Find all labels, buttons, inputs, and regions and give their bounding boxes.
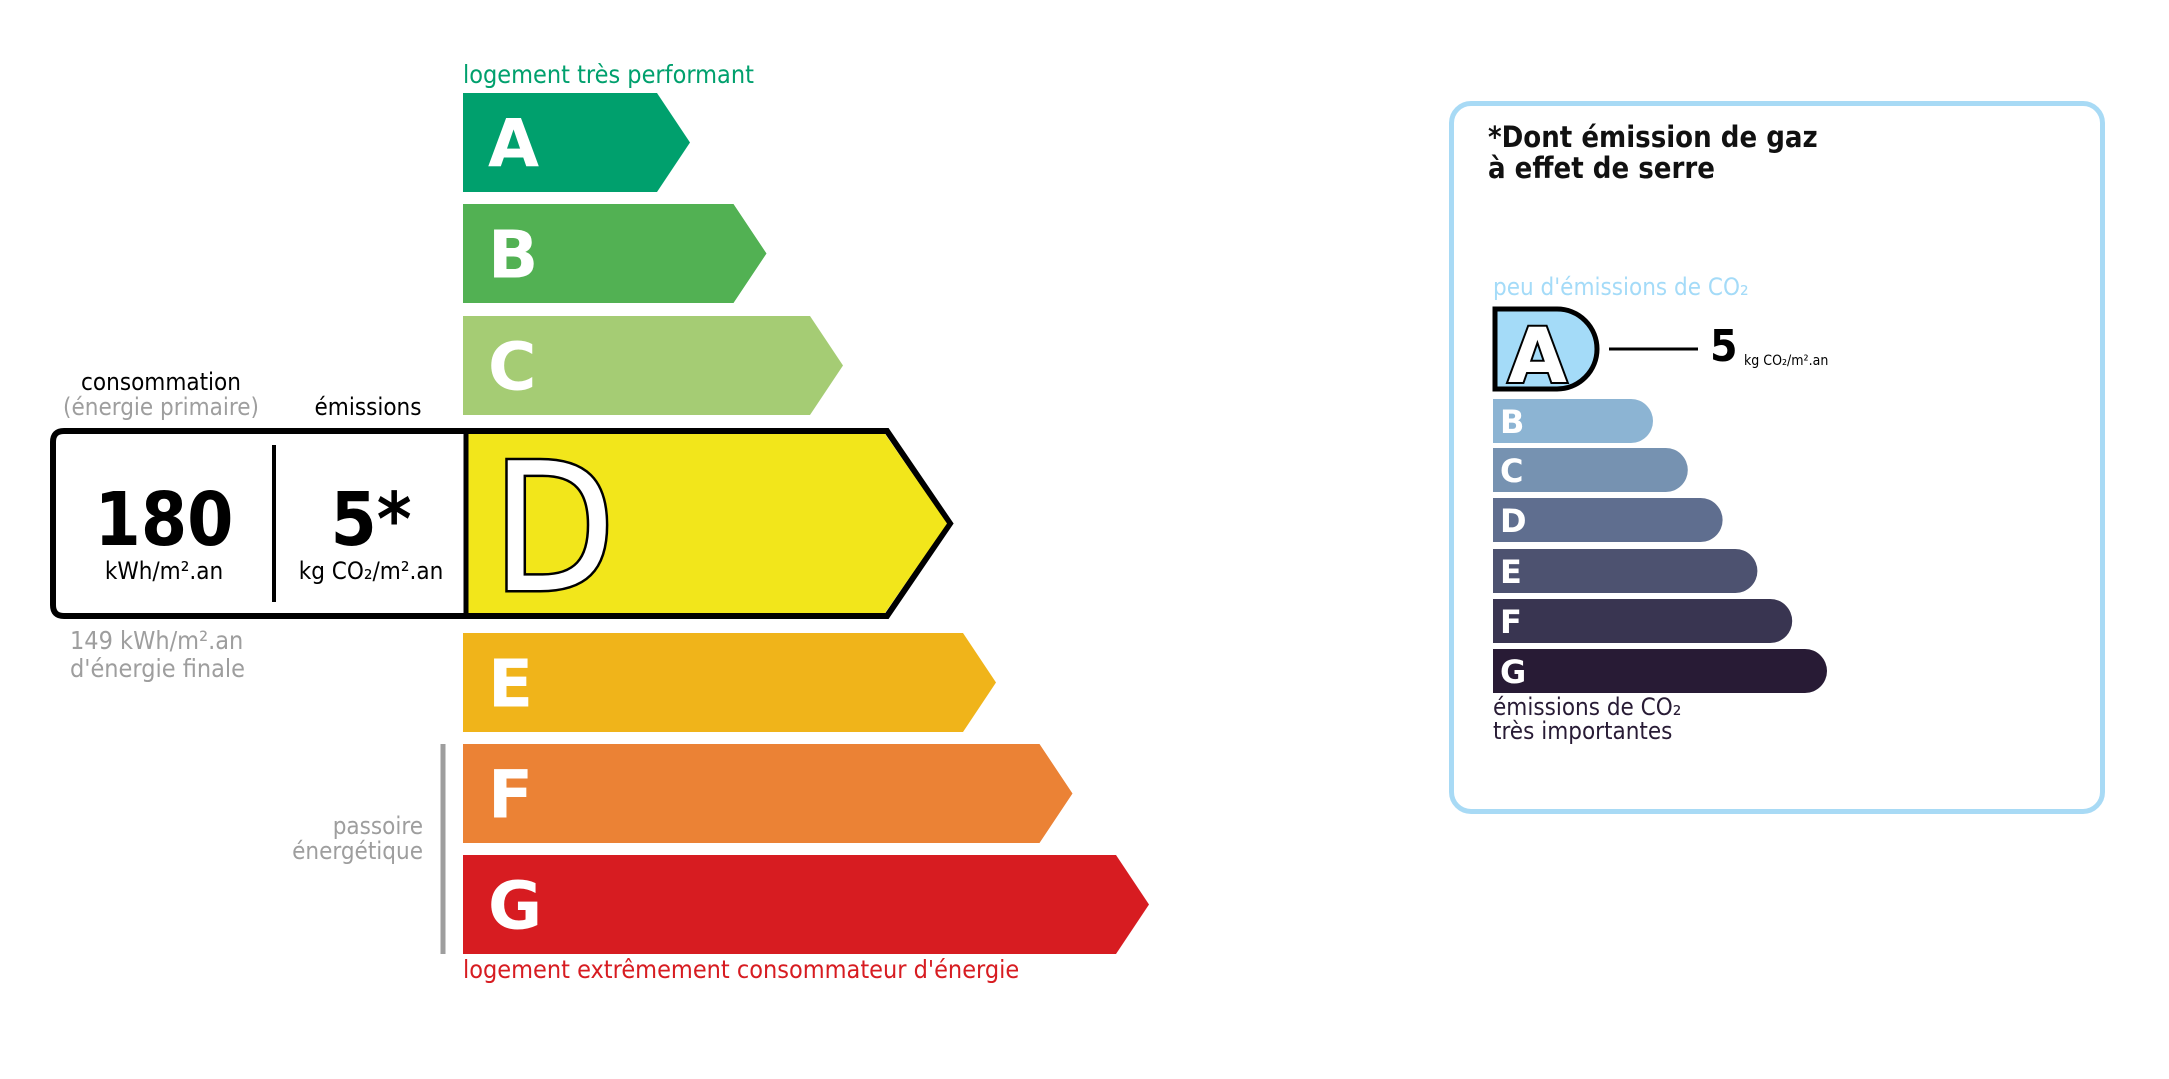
energy-class-letter-e: E bbox=[488, 646, 533, 723]
final-energy-label: d'énergie finale bbox=[70, 654, 246, 683]
energy-class-bar-c bbox=[463, 316, 843, 415]
ges-bottom-caption: émissions de CO₂ très importantes bbox=[1493, 695, 1681, 743]
ges-panel bbox=[1449, 101, 2105, 814]
emissions-unit: kg CO₂/m².an bbox=[298, 557, 444, 585]
energy-class-bar-d bbox=[466, 434, 947, 613]
ges-class-bar-e bbox=[1493, 549, 1758, 593]
ges-class-letter-b: B bbox=[1500, 403, 1524, 441]
ges-class-letter-e: E bbox=[1500, 553, 1522, 591]
ges-value: 5 bbox=[1710, 321, 1738, 372]
ges-class-bar-g bbox=[1493, 649, 1827, 693]
energy-class-bar-e bbox=[463, 633, 996, 732]
energy-class-bar-g bbox=[463, 855, 1149, 954]
energy-class-letter-d: D bbox=[492, 425, 615, 632]
passoire-label-line1: passoire bbox=[332, 812, 423, 840]
ges-bottom-caption-line2: très importantes bbox=[1493, 717, 1673, 745]
passoire-label: passoire énergétique bbox=[292, 814, 423, 864]
ges-top-caption: peu d'émissions de CO₂ bbox=[1493, 273, 1749, 301]
energy-class-letter-f: F bbox=[488, 757, 533, 834]
energy-class-letter-a: A bbox=[488, 106, 539, 183]
energy-class-letter-b: B bbox=[488, 217, 538, 294]
ges-class-letter-g: G bbox=[1500, 653, 1526, 691]
final-energy-value: 149 kWh/m².an bbox=[70, 626, 244, 655]
energy-class-bar-b bbox=[463, 204, 767, 303]
ges-class-bar-d bbox=[1493, 498, 1723, 542]
energy-class-letter-g: G bbox=[488, 868, 542, 945]
ges-class-bar-a bbox=[1492, 306, 1600, 392]
consumption-subheader: (énergie primaire) bbox=[63, 393, 259, 421]
ges-class-letter-c: C bbox=[1500, 452, 1523, 490]
energy-class-bar-f bbox=[463, 744, 1073, 843]
ges-class-letter-f: F bbox=[1500, 603, 1522, 641]
emissions-header: émissions bbox=[314, 393, 422, 421]
ges-class-bar-f bbox=[1493, 599, 1793, 643]
ges-bottom-caption-line1: émissions de CO₂ bbox=[1493, 693, 1682, 721]
ges-class-bar-c bbox=[1493, 448, 1688, 492]
ges-class-letter-d: D bbox=[1500, 502, 1527, 540]
top-caption: logement très performant bbox=[463, 60, 754, 89]
passoire-label-line2: énergétique bbox=[292, 837, 423, 865]
bottom-caption: logement extrêmement consommateur d'éner… bbox=[463, 955, 1020, 984]
energy-class-letter-c: C bbox=[488, 329, 536, 406]
emissions-value: 5* bbox=[330, 477, 412, 563]
ges-unit: kg CO₂/m².an bbox=[1744, 353, 1829, 369]
ges-title: *Dont émission de gaz à effet de serre bbox=[1488, 122, 1818, 184]
ges-class-bar-b bbox=[1493, 399, 1653, 443]
consumption-value: 180 bbox=[94, 477, 234, 563]
energy-class-bar-a bbox=[463, 93, 690, 192]
consumption-header: consommation bbox=[81, 368, 241, 396]
ges-title-line2: à effet de serre bbox=[1488, 151, 1715, 185]
ges-title-line1: *Dont émission de gaz bbox=[1488, 120, 1818, 154]
ges-class-letter-a: A bbox=[1508, 311, 1567, 400]
consumption-unit: kWh/m².an bbox=[104, 557, 224, 585]
